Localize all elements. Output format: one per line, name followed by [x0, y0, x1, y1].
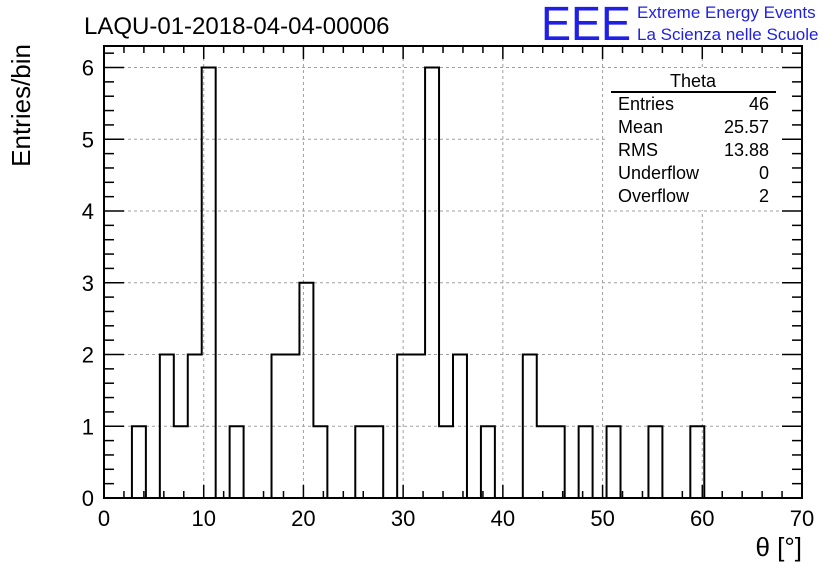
y-tick-label: 2 — [82, 343, 94, 368]
stats-title: Theta — [670, 71, 717, 91]
stats-label-rms: RMS — [618, 140, 658, 160]
stats-box: Theta Entries 46 Mean 25.57 RMS 13.88 Un… — [607, 70, 779, 210]
x-axis-title: θ [°] — [755, 532, 802, 562]
chart-title: LAQU-01-2018-04-04-00006 — [84, 13, 390, 40]
x-tick-label: 0 — [98, 506, 110, 531]
stats-value-entries: 46 — [749, 94, 769, 114]
y-tick-label: 4 — [82, 199, 94, 224]
stats-label-underflow: Underflow — [618, 163, 700, 183]
stats-label-entries: Entries — [618, 94, 674, 114]
plot-frame — [103, 45, 803, 499]
y-tick-label: 6 — [82, 56, 94, 81]
x-tick-label: 40 — [491, 506, 515, 531]
y-tick-label: 5 — [82, 127, 94, 152]
x-tick-label: 60 — [690, 506, 714, 531]
logo-line-2: La Scienza nelle Scuole — [637, 25, 818, 44]
x-tick-label: 30 — [391, 506, 415, 531]
histogram-outline — [104, 66, 802, 499]
y-tick-label: 1 — [82, 414, 94, 439]
stats-label-mean: Mean — [618, 117, 663, 137]
x-tick-label: 70 — [790, 506, 814, 531]
eee-logo: EEE Extreme Energy Events La Scienza nel… — [541, 0, 818, 51]
stats-box-background — [607, 70, 779, 210]
stats-value-underflow: 0 — [759, 163, 769, 183]
x-tick-label: 20 — [291, 506, 315, 531]
y-tick-label: 0 — [82, 486, 94, 511]
logo-mark: EEE — [541, 0, 631, 51]
stats-value-rms: 13.88 — [724, 140, 769, 160]
stats-value-mean: 25.57 — [724, 117, 769, 137]
logo-line-1: Extreme Energy Events — [637, 3, 816, 22]
x-tick-label: 10 — [191, 506, 215, 531]
x-tick-label: 50 — [590, 506, 614, 531]
axis-ticks — [103, 46, 803, 499]
y-axis-title: Entries/bin — [6, 44, 36, 167]
y-tick-labels: 0 1 2 3 4 5 6 — [82, 56, 94, 511]
stats-value-overflow: 2 — [759, 186, 769, 206]
x-tick-labels: 0 10 20 30 40 50 60 70 — [98, 506, 814, 531]
y-tick-label: 3 — [82, 271, 94, 296]
stats-label-overflow: Overflow — [618, 186, 690, 206]
